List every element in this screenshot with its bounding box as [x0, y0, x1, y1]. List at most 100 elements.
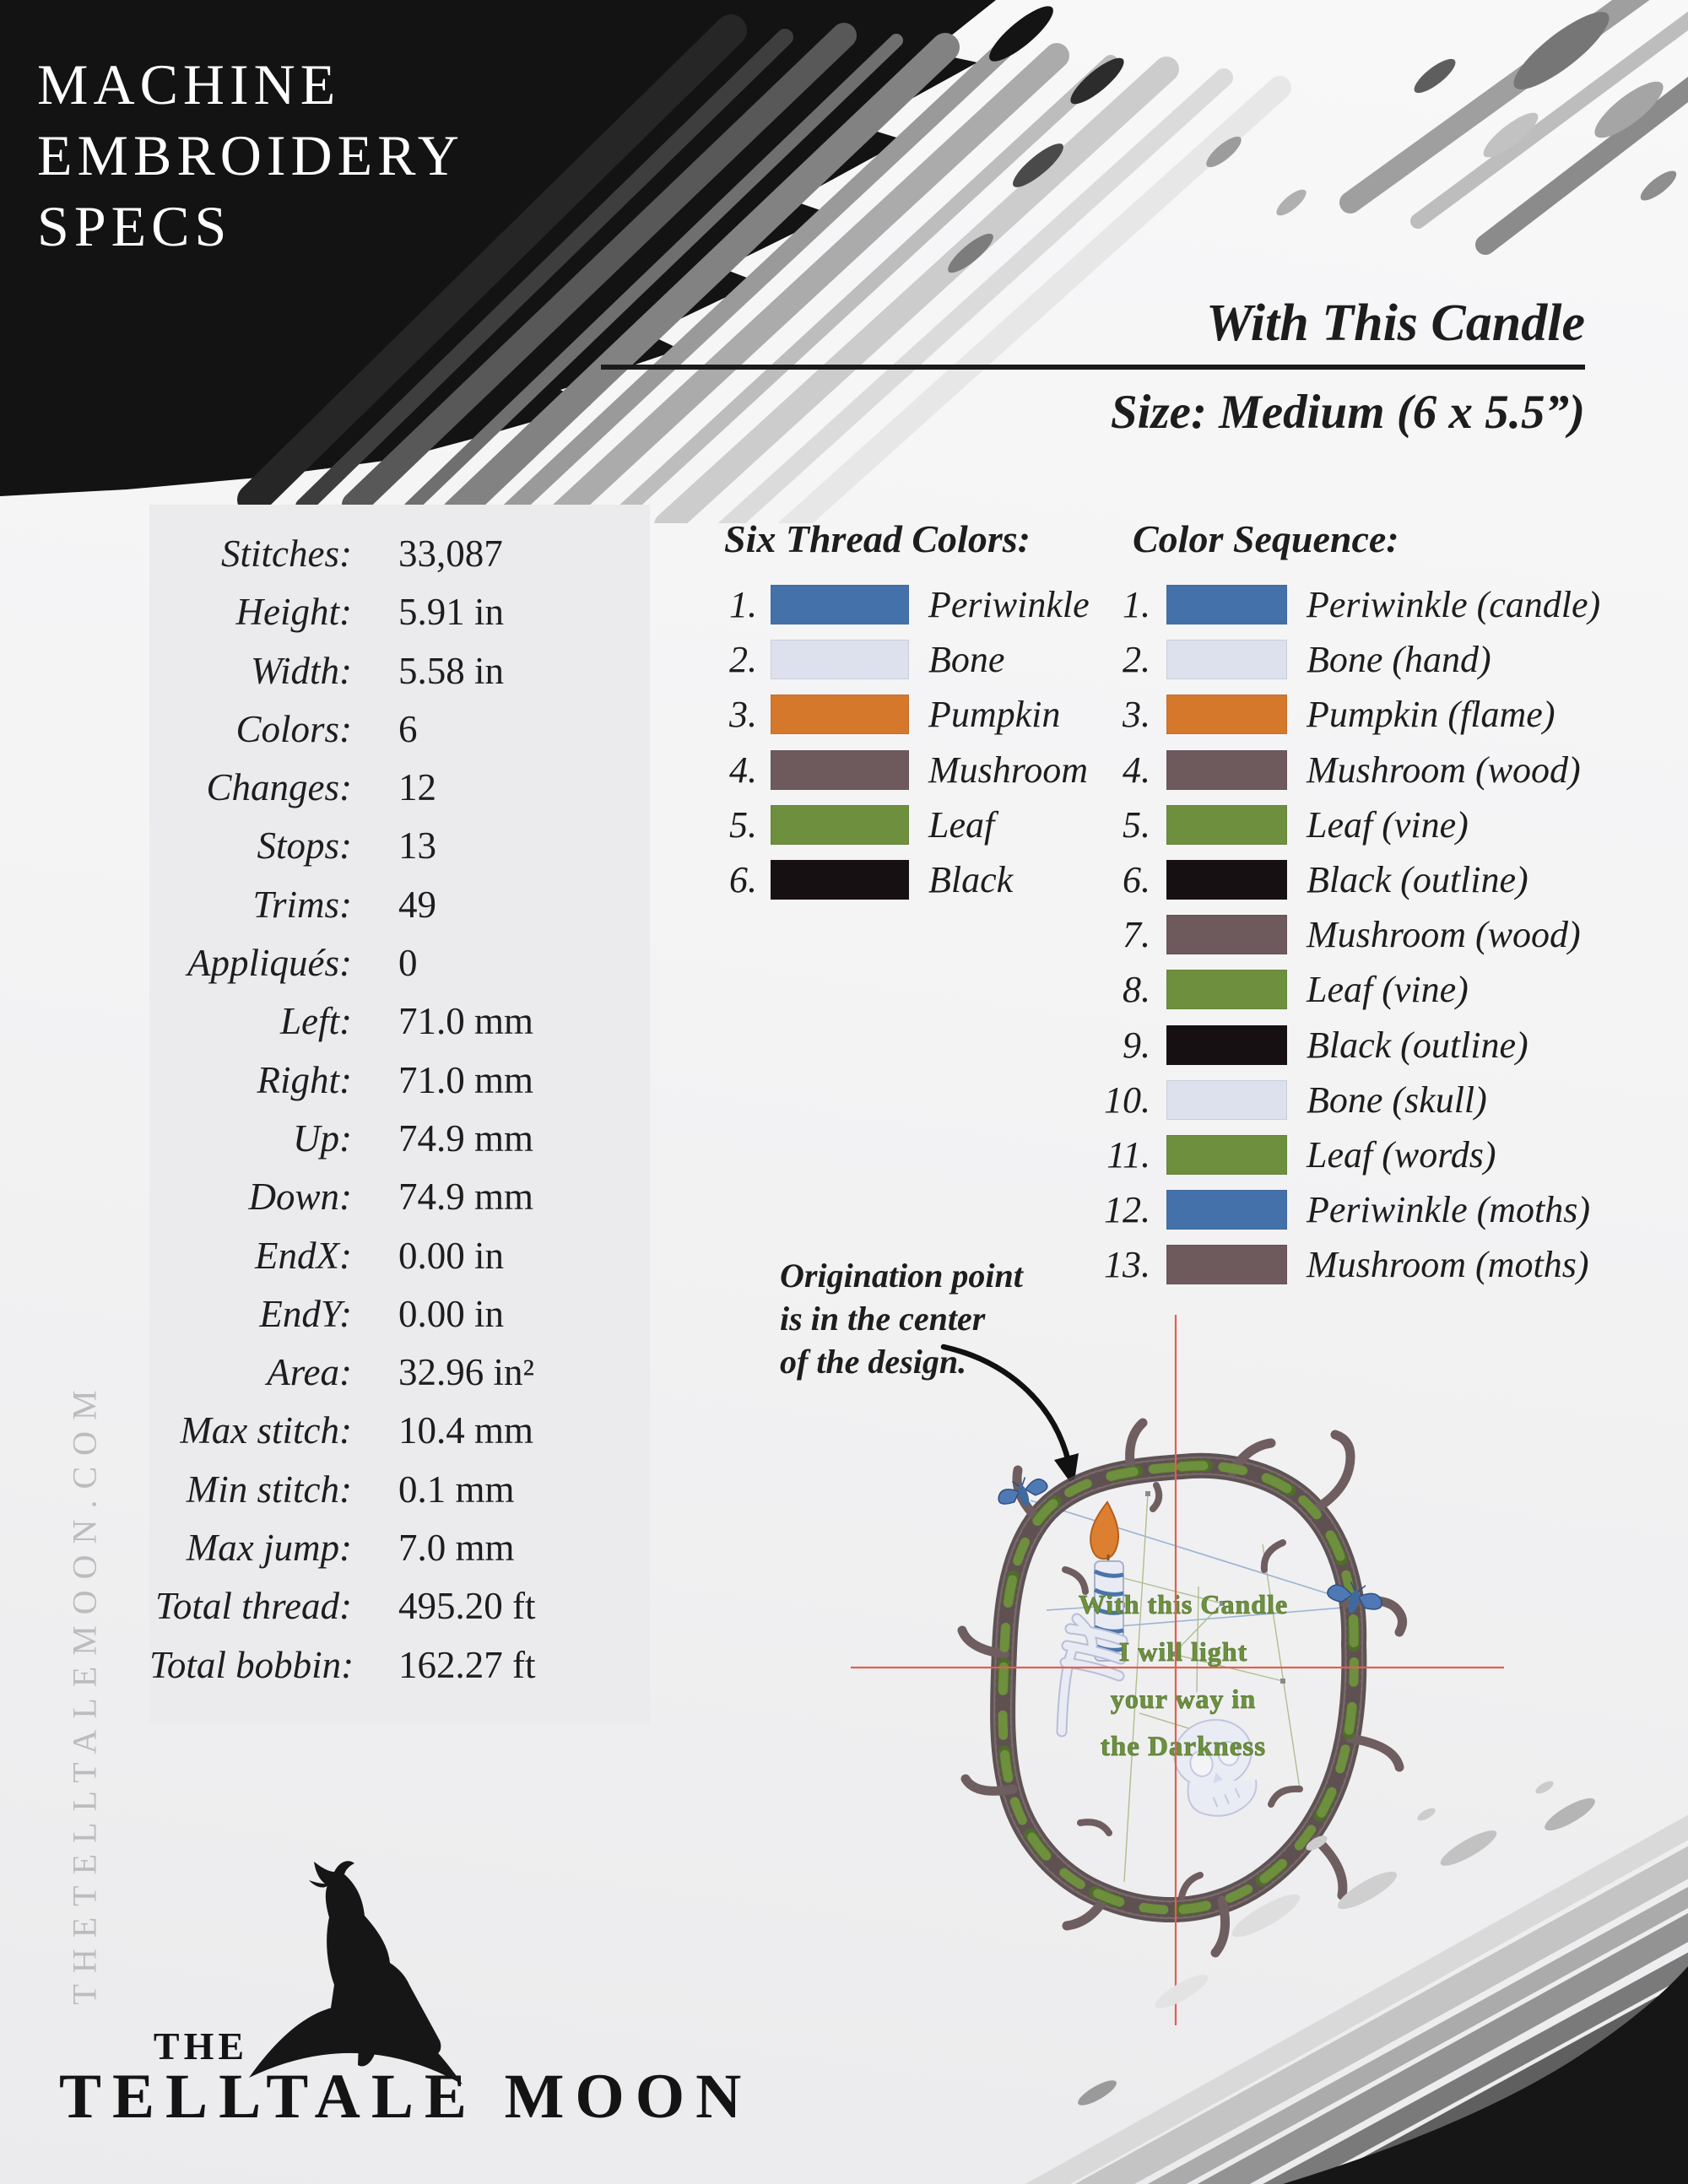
stat-row: Area: 32.96 in²: [149, 1343, 650, 1402]
design-preview: With this Candle I will light your way i…: [851, 1315, 1504, 2025]
stat-label: Left:: [280, 1000, 352, 1043]
thread-color-number: 3.: [729, 694, 757, 736]
thread-color-number: 4.: [729, 749, 757, 791]
embroidered-line: With this Candle: [1079, 1589, 1288, 1619]
title-line-1: MACHINE: [37, 52, 341, 116]
sequence-swatch: [1166, 1190, 1287, 1230]
thread-color-row: 4. Mushroom: [713, 743, 1090, 797]
logo-word-the: THE: [153, 2025, 249, 2068]
sequence-name: Black (outline): [1307, 1024, 1528, 1066]
thread-color-swatch: [771, 804, 909, 845]
stat-value: 12: [398, 766, 436, 809]
stat-label: Width:: [251, 649, 352, 692]
color-sequence-row: 13. Mushroom (moths): [1093, 1237, 1600, 1292]
stat-label: EndX:: [255, 1234, 352, 1277]
sequence-name: Bone (skull): [1307, 1078, 1487, 1121]
stat-row: Total bobbin: 162.27 ft: [149, 1636, 650, 1695]
thread-color-swatch: [771, 585, 909, 625]
color-sequence-row: 4. Mushroom (wood): [1093, 743, 1600, 797]
thread-color-number: 1.: [729, 584, 757, 626]
sequence-number: 5.: [1123, 803, 1150, 846]
embroidered-line: your way in: [1111, 1684, 1256, 1714]
sequence-swatch: [1166, 1245, 1287, 1285]
moth-icon: [998, 1477, 1048, 1506]
sequence-name: Black (outline): [1307, 859, 1528, 901]
stat-value: 74.9 mm: [398, 1116, 534, 1160]
skeleton-hand-icon: [1056, 1613, 1128, 1738]
stat-row: Right: 71.0 mm: [149, 1051, 650, 1110]
stat-value: 33,087: [398, 532, 503, 575]
sequence-number: 13.: [1104, 1244, 1150, 1286]
stat-label: Colors:: [235, 707, 352, 750]
color-sequence-row: 7. Mushroom (wood): [1093, 907, 1600, 962]
sequence-swatch: [1166, 1134, 1287, 1175]
sequence-swatch: [1166, 1079, 1287, 1120]
stat-label: Stitches:: [221, 532, 352, 575]
stat-label: Trims:: [252, 883, 352, 926]
thread-color-row: 2. Bone: [713, 632, 1090, 687]
sequence-swatch: [1166, 749, 1287, 790]
sequence-swatch: [1166, 640, 1287, 680]
origination-note-line: of the design.: [780, 1343, 967, 1381]
stat-value: 7.0 mm: [398, 1527, 515, 1570]
color-sequence-row: 3. Pumpkin (flame): [1093, 687, 1600, 742]
stat-row: Height: 5.91 in: [149, 583, 650, 641]
color-sequence-row: 10. Bone (skull): [1093, 1073, 1600, 1127]
thread-color-swatch: [771, 749, 909, 790]
sequence-number: 6.: [1123, 859, 1150, 901]
stat-label: Up:: [293, 1116, 352, 1160]
stat-row: Trims: 49: [149, 876, 650, 934]
origination-note-line: Origination point: [780, 1257, 1023, 1295]
sequence-number: 3.: [1123, 694, 1150, 736]
title-line-2: EMBROIDERY: [37, 123, 464, 187]
thread-color-swatch: [771, 695, 909, 735]
stat-row: Appliqués: 0: [149, 934, 650, 992]
color-sequence-row: 11. Leaf (words): [1093, 1127, 1600, 1182]
skull-icon: [1173, 1718, 1258, 1817]
sequence-swatch: [1166, 915, 1287, 955]
color-sequence-heading: Color Sequence:: [1133, 517, 1399, 560]
stat-row: Min stitch: 0.1 mm: [149, 1461, 650, 1519]
stat-value: 0: [398, 942, 418, 985]
title-line-3: SPECS: [37, 194, 232, 258]
stat-label: EndY:: [259, 1292, 352, 1335]
embroidered-line: the Darkness: [1101, 1732, 1266, 1762]
stat-row: Changes: 12: [149, 759, 650, 817]
embroidered-text: With this Candle I will light your way i…: [1078, 1589, 1288, 1763]
thread-color-row: 1. Periwinkle: [713, 577, 1090, 632]
stat-row: Left: 71.0 mm: [149, 992, 650, 1051]
thread-color-row: 5. Leaf: [713, 797, 1090, 852]
color-sequence-row: 8. Leaf (vine): [1093, 962, 1600, 1017]
moth-icon: [1327, 1581, 1382, 1614]
header-brush-art: [0, 0, 1688, 523]
stat-label: Stops:: [257, 824, 353, 868]
thread-colors-list: 1. Periwinkle 2. Bone 3. Pumpkin 4. Mushroom…: [713, 577, 1090, 907]
stat-row: Max stitch: 10.4 mm: [149, 1402, 650, 1460]
stat-value: 5.58 in: [398, 649, 505, 692]
thread-color-name: Periwinkle: [928, 584, 1090, 626]
thread-color-swatch: [771, 860, 909, 900]
sequence-number: 2.: [1123, 639, 1150, 681]
color-sequence-row: 2. Bone (hand): [1093, 632, 1600, 687]
stat-row: Max jump: 7.0 mm: [149, 1519, 650, 1577]
sequence-name: Leaf (words): [1307, 1133, 1496, 1176]
arrow-icon: [940, 1343, 1079, 1487]
sequence-number: 7.: [1123, 914, 1150, 956]
origination-note: Origination point is in the center of th…: [780, 1254, 1023, 1383]
header-divider: [601, 365, 1585, 370]
bottom-brush-art: [1025, 1781, 1688, 2184]
sequence-name: Mushroom (wood): [1307, 749, 1581, 791]
sequence-number: 8.: [1123, 969, 1150, 1011]
stat-label: Area:: [267, 1351, 352, 1394]
stat-value: 6: [398, 707, 418, 750]
sequence-number: 11.: [1106, 1133, 1150, 1176]
stat-label: Total bobbin:: [149, 1643, 354, 1686]
page-title: MACHINE EMBROIDERY SPECS: [37, 49, 464, 262]
sequence-swatch: [1166, 585, 1287, 625]
thread-color-name: Mushroom: [928, 749, 1089, 791]
stat-value: 71.0 mm: [398, 1058, 534, 1101]
design-name: With This Candle: [1205, 295, 1585, 352]
sequence-swatch: [1166, 1024, 1287, 1065]
stat-row: Stitches: 33,087: [149, 525, 650, 583]
